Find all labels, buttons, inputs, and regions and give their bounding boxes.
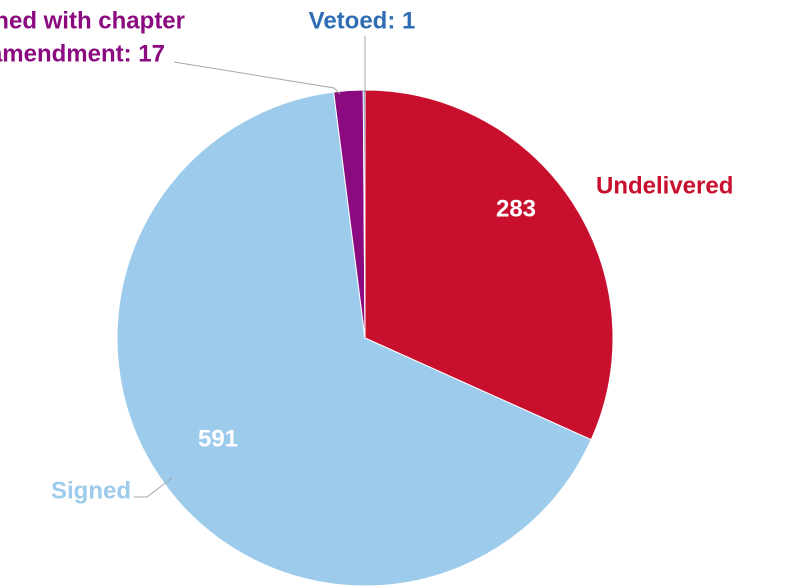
value-label: 283 — [496, 195, 536, 222]
slice-label: Signed — [51, 477, 131, 504]
slice-label: Undelivered — [596, 172, 733, 199]
slice-label: Signed with chapter — [0, 7, 185, 34]
slice-label: Vetoed: 1 — [309, 7, 416, 34]
leader-line — [134, 477, 173, 498]
slice-label: amendment: 17 — [0, 40, 165, 67]
pie-slice — [364, 89, 614, 441]
value-label: 591 — [198, 425, 238, 452]
pie-slice — [116, 91, 592, 586]
leader-line — [173, 61, 341, 95]
